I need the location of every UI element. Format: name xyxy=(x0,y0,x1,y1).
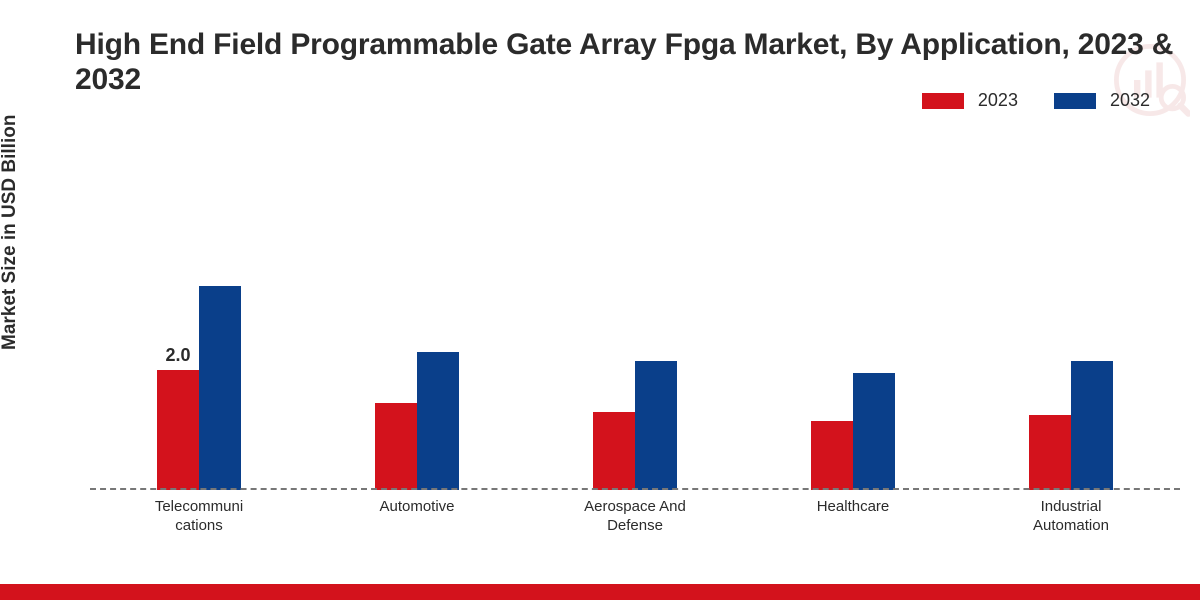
bar-2023-aerospace xyxy=(593,412,635,490)
legend-label-2023: 2023 xyxy=(978,90,1018,111)
bar-2023-healthcare xyxy=(811,421,853,490)
bar-2032-telecommunications xyxy=(199,286,241,490)
bar-groups: 2.0 xyxy=(90,160,1180,490)
bar-group-industrial xyxy=(1029,361,1113,490)
legend-item-2023: 2023 xyxy=(922,90,1018,111)
bar-group-telecommunications: 2.0 xyxy=(157,286,241,490)
legend: 2023 2032 xyxy=(922,90,1150,111)
x-label-aerospace: Aerospace And Defense xyxy=(575,498,695,536)
bar-2032-industrial xyxy=(1071,361,1113,490)
bar-2032-healthcare xyxy=(853,373,895,490)
legend-swatch-2032 xyxy=(1054,93,1096,109)
x-axis-labels: Telecommuni cations Automotive Aerospace… xyxy=(90,498,1180,536)
legend-item-2032: 2032 xyxy=(1054,90,1150,111)
bar-2032-automotive xyxy=(417,352,459,490)
legend-label-2032: 2032 xyxy=(1110,90,1150,111)
y-axis-label: Market Size in USD Billion xyxy=(0,115,21,350)
bar-group-healthcare xyxy=(811,373,895,490)
chart-container: High End Field Programmable Gate Array F… xyxy=(0,0,1200,600)
bar-value-label: 2.0 xyxy=(165,345,190,366)
x-label-healthcare: Healthcare xyxy=(793,498,913,536)
bar-2023-automotive xyxy=(375,403,417,490)
x-axis-baseline xyxy=(90,488,1180,490)
x-label-industrial: Industrial Automation xyxy=(1011,498,1131,536)
bar-2023-industrial xyxy=(1029,415,1071,490)
chart-title: High End Field Programmable Gate Array F… xyxy=(75,28,1195,97)
legend-swatch-2023 xyxy=(922,93,964,109)
bar-group-automotive xyxy=(375,352,459,490)
bar-group-aerospace xyxy=(593,361,677,490)
bar-2023-telecommunications: 2.0 xyxy=(157,370,199,490)
x-label-automotive: Automotive xyxy=(357,498,477,536)
x-label-telecommunications: Telecommuni cations xyxy=(139,498,259,536)
bar-2032-aerospace xyxy=(635,361,677,490)
footer-accent-bar xyxy=(0,584,1200,600)
plot-area: 2.0 xyxy=(90,160,1180,490)
